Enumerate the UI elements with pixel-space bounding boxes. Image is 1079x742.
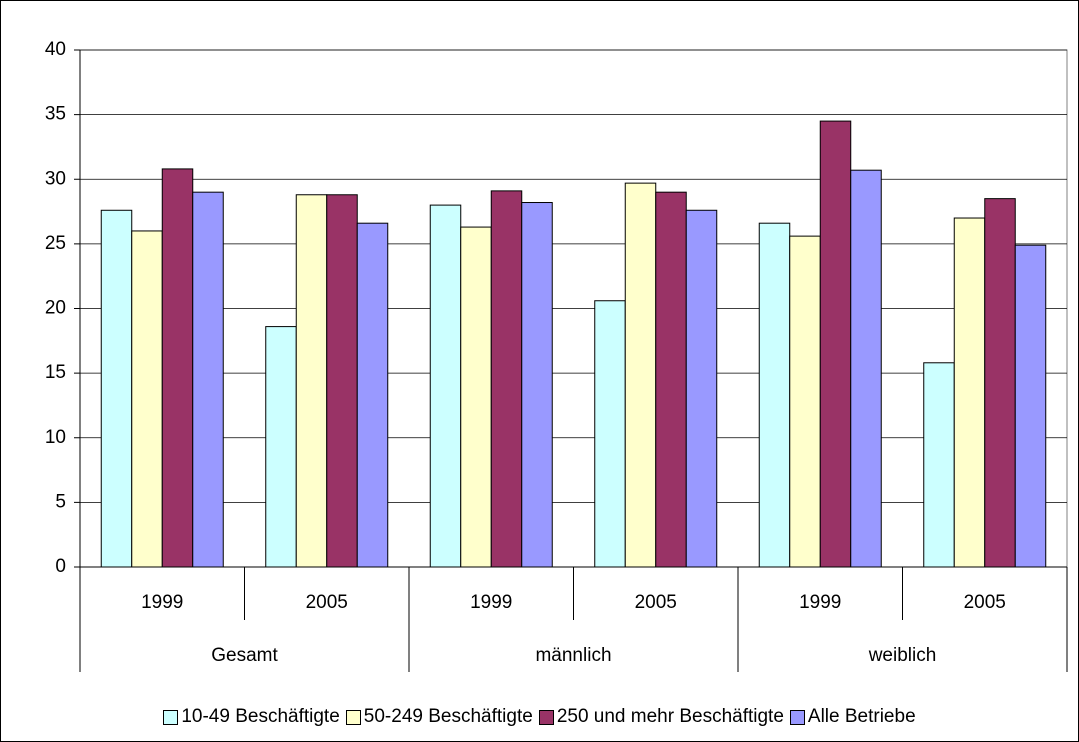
group-label: männlich xyxy=(535,645,611,666)
legend-swatch xyxy=(538,709,554,725)
y-tick-label: 0 xyxy=(55,556,66,577)
x-tick-label: 2005 xyxy=(635,592,677,613)
bar xyxy=(850,169,882,568)
legend-swatch xyxy=(163,709,179,725)
legend-label: Alle Betriebe xyxy=(807,706,916,727)
y-tick-label: 25 xyxy=(45,233,66,254)
x-tick-label: 1999 xyxy=(470,592,512,613)
bar xyxy=(131,230,163,568)
legend-swatch xyxy=(345,709,361,725)
bar xyxy=(594,300,626,568)
bar xyxy=(819,120,852,568)
bar xyxy=(953,217,986,568)
bar xyxy=(758,222,791,568)
y-tick-label: 20 xyxy=(45,298,66,319)
bar xyxy=(429,204,462,568)
x-tick-label: 1999 xyxy=(141,592,183,613)
x-tick-label: 1999 xyxy=(799,592,841,613)
y-tick-label: 30 xyxy=(45,168,66,189)
y-tick-label: 35 xyxy=(45,104,66,125)
y-tick-label: 40 xyxy=(45,39,66,60)
group-label: weiblich xyxy=(868,645,937,666)
y-tick-label: 5 xyxy=(55,491,66,512)
bar xyxy=(356,222,389,568)
bar xyxy=(265,326,297,568)
legend-item: Alle Betriebe xyxy=(789,706,916,728)
bar xyxy=(490,190,523,568)
bar xyxy=(655,191,687,568)
legend-item: 250 und mehr Beschäftigte xyxy=(538,706,784,728)
bar xyxy=(624,182,657,568)
x-tick-label: 2005 xyxy=(964,592,1006,613)
legend-label: 250 und mehr Beschäftigte xyxy=(556,706,784,727)
legend-swatch xyxy=(789,709,805,725)
bar xyxy=(521,202,553,568)
bar xyxy=(789,235,821,568)
legend: 10-49 Beschäftigte 50-249 Beschäftigte 250… xyxy=(0,706,1079,728)
y-tick-label: 10 xyxy=(45,427,66,448)
bar xyxy=(295,194,328,568)
bar xyxy=(685,209,718,568)
bar xyxy=(923,362,955,568)
legend-item: 10-49 Beschäftigte xyxy=(163,706,340,728)
bar xyxy=(460,226,492,568)
group-label: Gesamt xyxy=(211,645,278,666)
x-tick-label: 2005 xyxy=(306,592,348,613)
bar xyxy=(192,191,224,568)
bar xyxy=(1014,244,1047,568)
bar xyxy=(100,209,133,568)
bar xyxy=(161,168,194,568)
bar xyxy=(984,198,1016,568)
legend-item: 50-249 Beschäftigte xyxy=(345,706,533,728)
bar xyxy=(326,194,358,568)
y-tick-label: 15 xyxy=(45,362,66,383)
legend-label: 10-49 Beschäftigte xyxy=(181,706,340,727)
legend-label: 50-249 Beschäftigte xyxy=(363,706,533,727)
